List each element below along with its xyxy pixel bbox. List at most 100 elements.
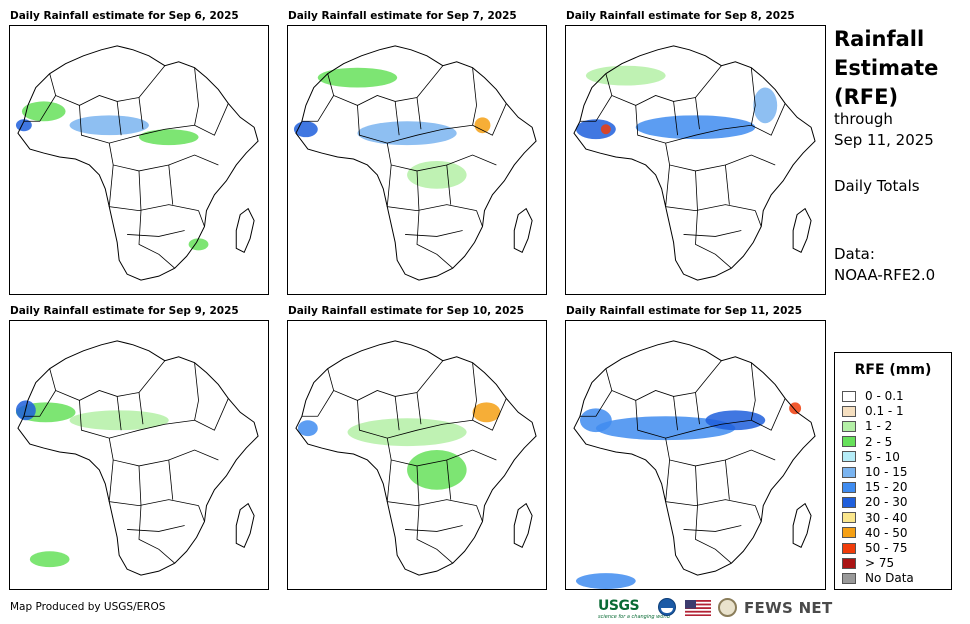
country-border — [405, 525, 463, 532]
country-border — [476, 210, 483, 227]
country-border — [23, 95, 56, 122]
country-border — [198, 210, 205, 227]
country-border — [301, 390, 334, 417]
panel-title: Daily Rainfall estimate for Sep 11, 2025 — [566, 305, 803, 317]
legend-swatch — [842, 527, 856, 539]
legend-label: 0 - 0.1 — [865, 389, 904, 403]
country-border — [394, 101, 400, 136]
coastline — [513, 207, 533, 253]
country-border — [127, 230, 185, 237]
country-border — [386, 459, 477, 507]
legend-label: 1 - 2 — [865, 419, 893, 434]
country-border — [665, 438, 776, 467]
title-line: Rainfall — [834, 27, 925, 51]
country-border — [108, 459, 199, 507]
panel-title: Daily Rainfall estimate for Sep 9, 2025 — [10, 305, 239, 317]
africa-map-svg — [295, 340, 537, 576]
country-border — [635, 400, 752, 439]
country-border — [472, 67, 477, 126]
country-border — [386, 438, 497, 467]
country-border — [579, 390, 613, 417]
country-border — [79, 400, 195, 439]
country-border — [665, 459, 756, 507]
rainfall-map — [9, 320, 269, 590]
country-border — [695, 170, 732, 269]
country-border — [168, 459, 174, 500]
coastline — [295, 340, 537, 576]
country-border — [472, 362, 477, 421]
country-border — [327, 360, 444, 401]
rainfall-map — [287, 320, 547, 590]
panel-title: Daily Rainfall estimate for Sep 7, 2025 — [288, 10, 517, 22]
legend-label: 50 - 75 — [865, 541, 908, 555]
rainfall-area — [579, 408, 612, 433]
country-border — [751, 398, 786, 431]
legend-label: > 75 — [865, 556, 895, 571]
fews-net-logo: FEWS NET — [744, 599, 833, 617]
country-border — [754, 210, 762, 227]
rainfall-area — [21, 101, 66, 122]
country-border — [472, 103, 507, 136]
legend-label: 5 - 10 — [865, 449, 900, 464]
country-border — [416, 392, 422, 425]
us-flag-icon — [685, 600, 711, 616]
legend-swatch — [842, 557, 856, 569]
country-border — [108, 143, 219, 172]
legend-swatch — [842, 405, 856, 417]
country-border — [683, 230, 742, 237]
country-border — [476, 505, 483, 522]
legend-item: 20 - 30 — [842, 495, 908, 509]
legend-item: 10 - 15 — [842, 465, 908, 479]
country-border — [116, 101, 122, 136]
country-border — [673, 101, 678, 136]
rainfall-area — [705, 410, 766, 431]
country-border — [138, 392, 144, 425]
country-border — [194, 398, 229, 431]
legend-item: 1 - 2 — [842, 419, 892, 433]
legend-item: 15 - 20 — [842, 480, 908, 494]
country-border — [724, 459, 730, 500]
country-border — [194, 362, 199, 421]
rainfall-area — [407, 160, 467, 189]
country-border — [168, 164, 174, 205]
country-border — [194, 67, 199, 126]
legend-label: 30 - 40 — [865, 510, 908, 525]
country-border — [751, 103, 786, 136]
legend-swatch — [842, 496, 856, 508]
country-border — [405, 230, 463, 237]
legend-title: RFE (mm) — [854, 362, 932, 378]
country-border — [194, 103, 229, 136]
legend-swatch — [842, 390, 856, 402]
legend-swatch — [842, 451, 856, 463]
africa-map-svg — [15, 45, 259, 281]
noaa-logo-icon — [658, 598, 676, 616]
panel-title: Daily Rainfall estimate for Sep 6, 2025 — [10, 10, 239, 22]
legend-item: 0.1 - 1 — [842, 404, 904, 418]
country-border — [750, 362, 756, 421]
data-label: Data: — [834, 245, 875, 263]
country-border — [754, 505, 762, 522]
country-border — [673, 396, 678, 431]
totals-label: Daily Totals — [834, 177, 920, 195]
country-border — [665, 164, 756, 212]
rainfall-area — [753, 87, 778, 124]
legend-label: 10 - 15 — [865, 465, 908, 479]
rainfall-area — [585, 65, 666, 86]
country-border — [416, 465, 453, 564]
title-line: (RFE) — [834, 85, 899, 109]
legend-swatch — [842, 542, 856, 554]
country-border — [49, 65, 166, 106]
legend-item: 5 - 10 — [842, 450, 900, 464]
country-border — [49, 360, 166, 401]
country-border — [446, 459, 452, 500]
africa-map-svg — [293, 45, 537, 281]
sidebar-title: Rainfall Estimate (RFE) — [834, 25, 964, 112]
country-border — [635, 105, 752, 144]
rainfall-area — [407, 450, 467, 490]
legend-item: No Data — [842, 571, 914, 585]
coastline — [295, 45, 537, 281]
rainfall-area — [69, 410, 169, 431]
legend-swatch — [842, 420, 856, 432]
country-border — [579, 95, 613, 122]
